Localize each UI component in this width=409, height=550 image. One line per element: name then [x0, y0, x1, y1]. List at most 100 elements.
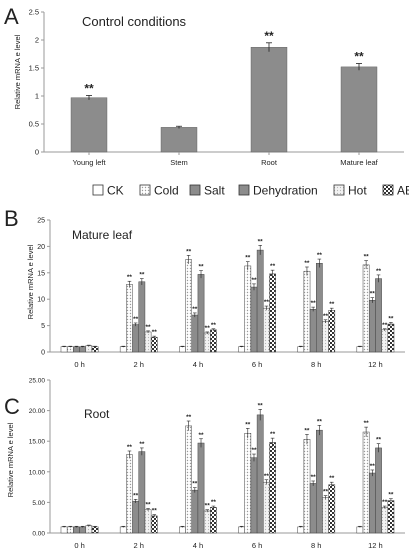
significance-label: **	[258, 238, 264, 245]
panel-c-title: Root	[84, 407, 110, 421]
legend-label: Cold	[154, 184, 179, 198]
x-tick-label: 4 h	[193, 541, 203, 550]
bar	[303, 439, 311, 534]
legend-label: Dehydration	[253, 184, 318, 198]
significance-label: **	[152, 329, 158, 336]
legend-label: CK	[107, 184, 124, 198]
x-tick-label: Stem	[170, 158, 188, 167]
significance-label: **	[245, 421, 251, 428]
bar	[185, 425, 192, 534]
x-tick-label: 12 h	[368, 541, 383, 550]
panel-a-title: Control conditions	[82, 14, 187, 29]
bar	[328, 484, 336, 534]
bar	[269, 442, 276, 534]
bar	[362, 431, 370, 534]
bar	[309, 308, 317, 353]
bar	[362, 264, 370, 353]
y-tick-label: 0.5	[29, 120, 39, 129]
x-tick-label: Mature leaf	[340, 158, 378, 167]
panel-letter-b: B	[4, 206, 19, 231]
y-tick-label: 2	[35, 36, 39, 45]
bar	[340, 66, 378, 153]
legend-label: Hot	[348, 184, 367, 198]
bar	[185, 259, 192, 353]
significance-label: **	[364, 254, 370, 261]
significance-label: **	[251, 447, 257, 454]
bar	[238, 526, 245, 534]
bar	[256, 414, 264, 534]
bar	[316, 429, 323, 534]
panel-letter-a: A	[4, 4, 19, 29]
significance-label: **	[311, 474, 317, 481]
bar	[126, 284, 133, 353]
bar	[203, 510, 211, 534]
legend-swatch	[333, 184, 345, 196]
y-tick-label: 5	[41, 323, 45, 330]
significance-label: **	[364, 420, 370, 427]
significance-label: **	[146, 502, 152, 509]
bar	[322, 321, 329, 353]
y-tick-label: 2.5	[29, 8, 39, 17]
bar	[79, 346, 87, 353]
x-tick-label: 0 h	[74, 360, 84, 369]
panel-letter-c: C	[4, 394, 20, 419]
x-tick-label: 4 h	[193, 360, 203, 369]
bar	[322, 497, 329, 534]
bar	[269, 273, 276, 353]
bar	[197, 274, 205, 353]
bar	[375, 278, 382, 353]
significance-label: **	[186, 248, 192, 255]
panel-b-title: Mature leaf	[72, 228, 133, 242]
bar	[375, 447, 382, 534]
significance-label: **	[211, 499, 217, 506]
x-tick-label: 8 h	[311, 541, 321, 550]
significance-label: **	[139, 272, 145, 279]
panel-c-y-tick-labels: 0.00 5.00 10.00 15.00 20.00 25.00	[29, 378, 50, 538]
legend-label: Salt	[204, 184, 225, 198]
significance-label: **	[205, 325, 211, 332]
panel-b-bars: 0 h**********2 h******** **4 h**********6…	[60, 238, 395, 369]
bar	[256, 249, 264, 353]
x-tick-label: 8 h	[311, 360, 321, 369]
y-tick-label: 25.00	[29, 378, 46, 385]
bar	[150, 515, 158, 534]
significance-label: **	[251, 277, 257, 284]
significance-label: **	[376, 437, 382, 444]
significance-label: **	[264, 29, 274, 43]
y-tick-label: 10	[37, 297, 45, 304]
bar	[66, 526, 74, 534]
bar	[197, 442, 205, 534]
significance-label: **	[139, 441, 145, 448]
panel-b-y-tick-labels: 0 5 10 15 20 25	[37, 218, 50, 357]
bar	[150, 336, 158, 353]
significance-label: **	[323, 489, 329, 496]
x-tick-label: Root	[261, 158, 278, 167]
bar	[60, 526, 68, 534]
significance-label: **	[329, 301, 335, 308]
x-tick-label: Young left	[72, 158, 106, 167]
bar	[244, 432, 252, 534]
bar	[263, 307, 270, 353]
bar	[210, 507, 217, 534]
x-tick-label: 2 h	[134, 541, 144, 550]
significance-label: **	[388, 492, 394, 499]
significance-label: **	[354, 50, 364, 64]
y-tick-label: 15	[37, 270, 45, 277]
x-tick-label: 2 h	[134, 360, 144, 369]
y-tick-label: 0.00	[32, 531, 45, 538]
bar	[138, 451, 146, 534]
panel-a-ylabel: Relative mRNA e level	[13, 34, 22, 109]
bar	[138, 281, 146, 353]
significance-label: **	[323, 313, 329, 320]
bar	[356, 526, 364, 534]
y-tick-label: 1	[35, 92, 39, 101]
bar	[91, 346, 99, 353]
panel-c-bars: 0 h**********2 h**********4 h**********6…	[60, 402, 395, 550]
x-tick-label: 6 h	[252, 541, 262, 550]
bar	[191, 489, 199, 534]
bar	[381, 507, 389, 534]
y-tick-label: 1.5	[29, 64, 39, 73]
x-tick-label: 0 h	[74, 541, 84, 550]
panel-c-ylabel: Relative mRNA e level	[6, 422, 15, 497]
